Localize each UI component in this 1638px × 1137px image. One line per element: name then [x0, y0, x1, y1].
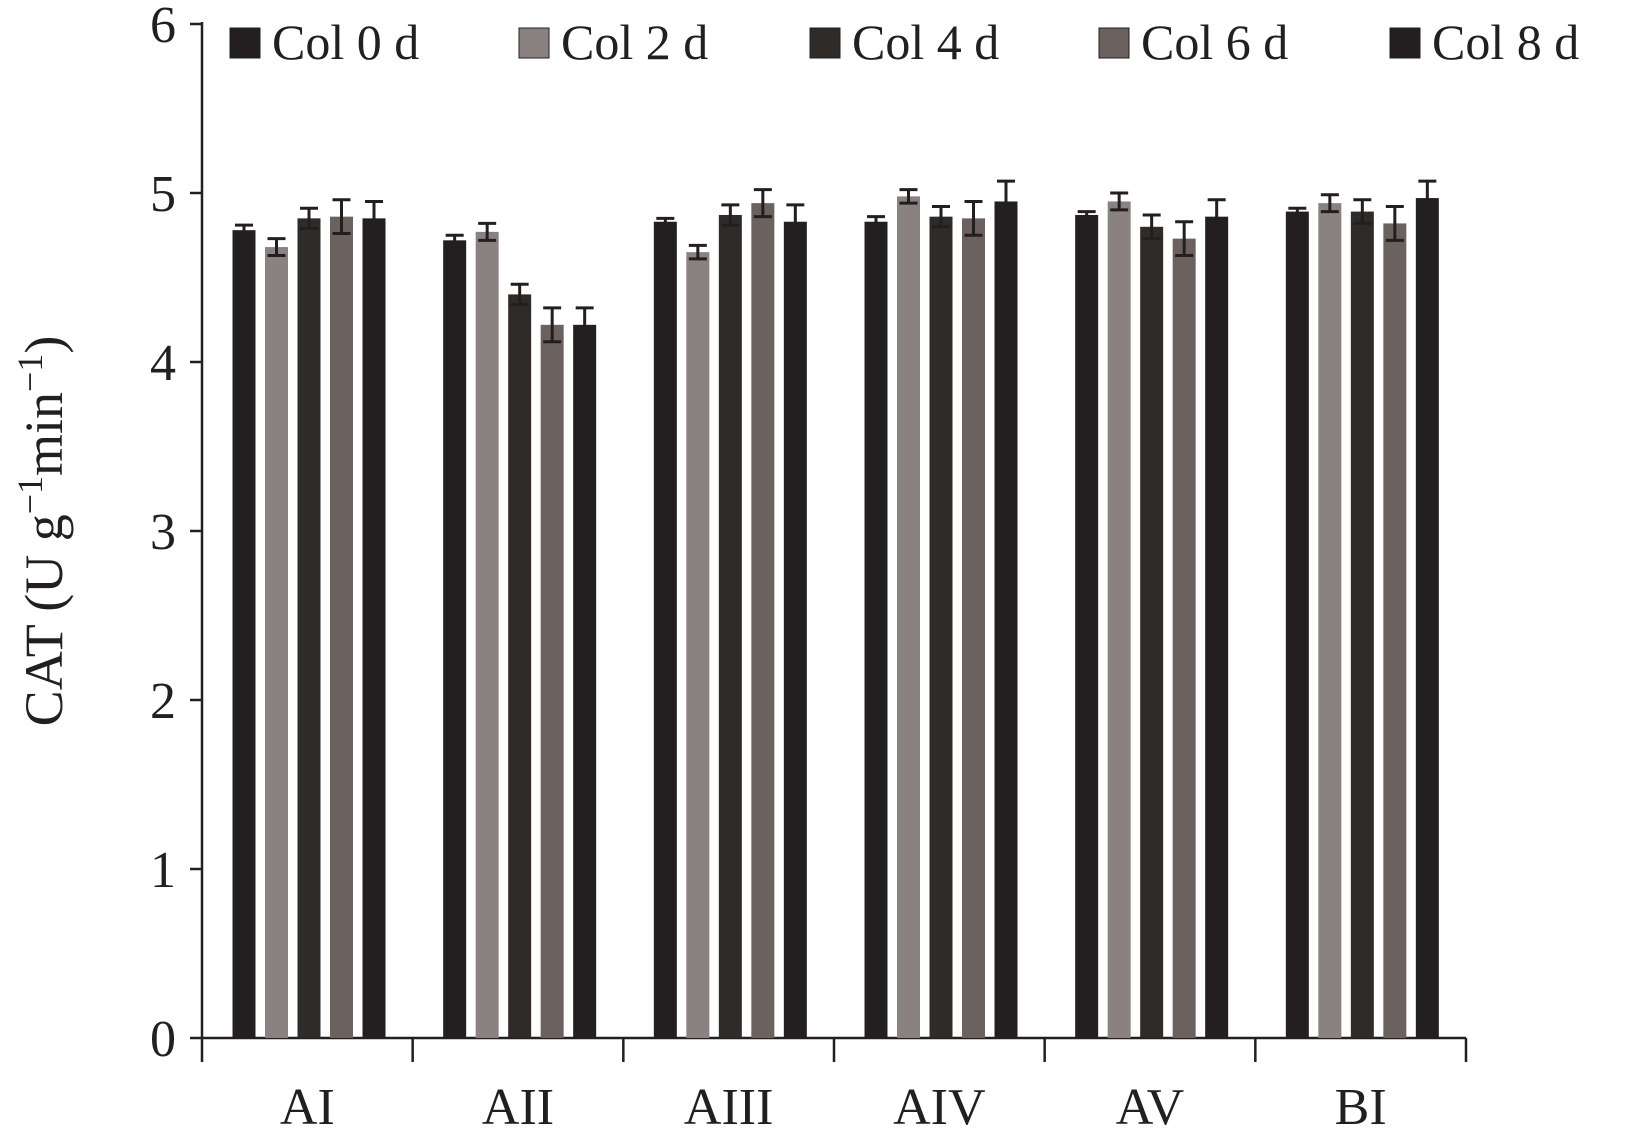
- x-tick-label: BI: [1335, 1079, 1387, 1136]
- legend-label: Col 8 d: [1432, 14, 1579, 70]
- error-bar: [721, 203, 740, 227]
- bar: [864, 221, 888, 1039]
- bar: [962, 218, 985, 1039]
- bar: [1318, 203, 1342, 1038]
- error-bar: [753, 188, 772, 219]
- bar: [994, 201, 1018, 1038]
- legend-label: Col 2 d: [561, 14, 708, 70]
- bar: [297, 218, 321, 1039]
- bar: [1075, 214, 1099, 1039]
- y-tick-label: 3: [150, 504, 176, 561]
- error-bar: [786, 203, 805, 241]
- error-bar: [1175, 220, 1194, 258]
- bar: [1415, 198, 1439, 1038]
- y-tick-label: 5: [150, 166, 176, 223]
- x-tick-label: AV: [1116, 1079, 1184, 1136]
- bar: [362, 218, 386, 1039]
- bar: [265, 247, 288, 1038]
- error-bar: [575, 306, 594, 344]
- error-bar: [267, 237, 286, 258]
- bar: [1350, 211, 1374, 1039]
- legend-swatch: [1098, 27, 1130, 59]
- error-bar: [1077, 210, 1096, 220]
- bar: [1205, 216, 1229, 1038]
- error-bar: [235, 223, 253, 237]
- x-tick-label: AIII: [684, 1079, 774, 1136]
- bar: [1383, 223, 1407, 1039]
- legend-swatch: [1389, 27, 1421, 59]
- error-bar: [510, 282, 529, 307]
- y-tick-label: 4: [150, 335, 176, 392]
- error-bar: [332, 198, 351, 236]
- error-bar: [899, 188, 918, 205]
- bar: [718, 214, 742, 1039]
- bar: [1172, 238, 1196, 1038]
- error-bar: [478, 221, 497, 242]
- error-bar: [1418, 179, 1437, 217]
- legend-swatch: [809, 27, 841, 59]
- error-bar: [964, 199, 983, 237]
- bar: [232, 230, 256, 1038]
- y-label-part: min: [14, 392, 74, 476]
- error-bar: [1320, 193, 1339, 214]
- bar: [443, 240, 467, 1038]
- error-bar: [300, 206, 318, 230]
- bar: [897, 196, 920, 1038]
- legend-label: Col 0 d: [272, 14, 419, 70]
- bar: [508, 294, 532, 1038]
- legend-swatch: [518, 27, 550, 59]
- bar: [540, 324, 564, 1038]
- y-tick-label: 2: [150, 673, 176, 730]
- legend-swatch: [229, 27, 261, 59]
- bar: [1140, 226, 1164, 1039]
- error-bar: [1207, 198, 1226, 236]
- error-bar: [932, 205, 950, 229]
- y-label-part: −1: [10, 476, 50, 514]
- bar: [1107, 201, 1131, 1038]
- legend-label: Col 4 d: [852, 14, 999, 70]
- bar: [686, 252, 710, 1038]
- legend-label: Col 6 d: [1141, 14, 1288, 70]
- error-bar: [543, 306, 562, 344]
- bar: [751, 203, 775, 1038]
- error-bar: [365, 199, 383, 237]
- bar: [653, 221, 677, 1039]
- x-tick-label: AII: [482, 1079, 554, 1136]
- error-bar: [445, 233, 464, 247]
- error-bar: [1353, 198, 1372, 225]
- y-axis-label: CAT (U g−1min−1): [10, 336, 74, 727]
- y-tick-label: 0: [150, 1011, 176, 1068]
- bar: [1285, 211, 1309, 1039]
- error-bar: [867, 215, 885, 229]
- y-label-part: −1: [10, 354, 50, 392]
- y-label-part: CAT (U g: [14, 514, 74, 726]
- bar: [330, 216, 353, 1038]
- error-bar: [1110, 191, 1129, 212]
- error-bar: [688, 243, 707, 261]
- error-bar: [1288, 206, 1307, 217]
- bar: [475, 231, 499, 1038]
- y-label-part: ): [14, 336, 74, 354]
- bar: [929, 216, 953, 1038]
- error-bar: [997, 179, 1015, 224]
- bar: [573, 324, 597, 1038]
- error-bar: [1142, 213, 1161, 241]
- y-tick-label: 1: [150, 842, 176, 899]
- x-tick-label: AIV: [893, 1079, 985, 1136]
- y-tick-label: 6: [150, 0, 176, 54]
- bar: [783, 221, 807, 1039]
- error-bar: [1385, 205, 1404, 242]
- error-bar: [656, 216, 675, 227]
- x-tick-label: AI: [280, 1079, 335, 1136]
